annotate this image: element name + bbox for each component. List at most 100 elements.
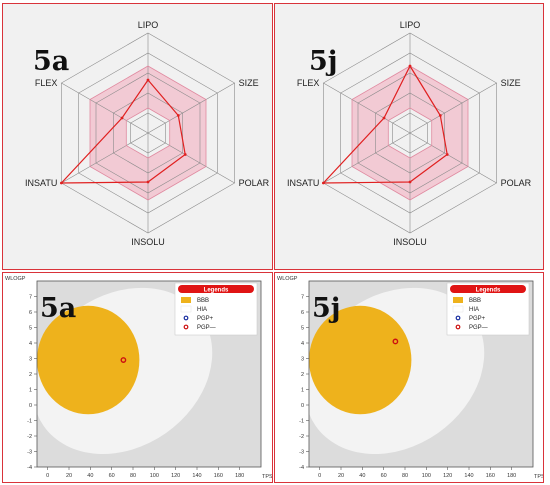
radar-spoke bbox=[323, 132, 411, 184]
x-axis-label: TPSA bbox=[534, 474, 544, 480]
profile-vertex bbox=[59, 181, 63, 185]
legend-swatch-hia bbox=[452, 305, 464, 313]
y-tick-label: -1 bbox=[299, 419, 304, 425]
x-tick-label: 100 bbox=[422, 473, 431, 479]
y-tick-label: 3 bbox=[301, 357, 304, 363]
molecule-point bbox=[120, 357, 127, 363]
legend-item-label: HIA bbox=[197, 307, 207, 313]
y-tick-label: 2 bbox=[301, 372, 304, 378]
boiled-egg-plot-5j: 0 20 40 60 80 100 120 140 160 180 -4 -3 -2 -1 0 1 2 3 4 5 6 7… bbox=[277, 276, 544, 480]
y-tick-label: 7 bbox=[301, 295, 304, 301]
y-tick-label: 4 bbox=[29, 341, 32, 347]
x-tick-label: 120 bbox=[443, 473, 452, 479]
legend-item-label: PGP+ bbox=[469, 316, 486, 322]
axis-label-insolu: INSOLU bbox=[131, 237, 165, 247]
y-tick-label: 2 bbox=[29, 372, 32, 378]
legend-title: Legends bbox=[476, 287, 501, 293]
optimal-range-inner-edge bbox=[387, 107, 433, 159]
x-tick-label: 160 bbox=[214, 473, 223, 479]
radar-spoke bbox=[147, 132, 235, 184]
x-tick-label: 40 bbox=[87, 473, 93, 479]
legend-item-label: PGP+ bbox=[197, 316, 214, 322]
bbb-region bbox=[37, 305, 140, 415]
profile-vertex bbox=[445, 153, 449, 156]
axis-label-flex: FLEX bbox=[35, 78, 58, 88]
legend-swatch-bbb bbox=[181, 297, 191, 303]
y-tick-label: 5 bbox=[29, 326, 32, 332]
axis-label-insolu: INSOLU bbox=[393, 237, 427, 247]
axis-label-polar: POLAR bbox=[239, 178, 270, 188]
y-tick-label: -1 bbox=[27, 419, 32, 425]
profile-vertex bbox=[321, 181, 325, 185]
legend-marker-pgp-minus bbox=[455, 324, 461, 330]
plot-content bbox=[309, 287, 485, 454]
axis-label-insatu: INSATU bbox=[25, 178, 57, 188]
x-tick-label: 120 bbox=[171, 473, 180, 479]
axis-label-size: SIZE bbox=[239, 78, 259, 88]
compound-label-5a: 5a bbox=[33, 46, 70, 77]
legend-item-label: BBB bbox=[469, 298, 481, 304]
profile-vertex bbox=[120, 116, 124, 120]
y-tick-label: -4 bbox=[299, 465, 304, 471]
profile-vertex bbox=[176, 114, 180, 117]
legend-header bbox=[450, 285, 526, 293]
x-tick-label: 60 bbox=[381, 473, 387, 479]
y-axis-label: WLOGP bbox=[5, 276, 26, 282]
compound-label-5a-plot: 5a bbox=[40, 293, 77, 324]
legend-item-label: BBB bbox=[197, 298, 209, 304]
x-tick-label: 0 bbox=[318, 473, 321, 479]
y-tick-label: 1 bbox=[301, 388, 304, 394]
boiled-egg-plot-5a: 0 20 40 60 80 100 120 140 160 180 -4 -3 -2 -1 0 1 2 3 4 5 6 7… bbox=[5, 276, 272, 480]
legend-item-label: PGP— bbox=[469, 325, 488, 331]
optimal-range-zone bbox=[352, 66, 468, 200]
x-tick-label: 20 bbox=[66, 473, 72, 479]
legend-swatch-hia bbox=[180, 305, 192, 313]
legend-item-label: HIA bbox=[469, 307, 479, 313]
x-tick-label: 140 bbox=[464, 473, 473, 479]
legend-marker-pgp-minus bbox=[183, 324, 189, 330]
axis-label-lipo: LIPO bbox=[138, 20, 159, 30]
legend-title: Legends bbox=[204, 287, 229, 293]
radar-panel-5j: LIPO SIZE POLAR INSOLU INSATU FLEX 5j bbox=[274, 3, 544, 270]
molecule-point bbox=[392, 338, 399, 345]
y-tick-label: -2 bbox=[27, 434, 32, 440]
x-tick-label: 0 bbox=[46, 473, 49, 479]
y-tick-label: 5 bbox=[301, 326, 304, 332]
radar-spoke bbox=[409, 132, 497, 184]
x-tick-label: 40 bbox=[359, 473, 365, 479]
y-tick-label: 1 bbox=[29, 388, 32, 394]
axis-label-insatu: INSATU bbox=[287, 178, 319, 188]
y-axis-label: WLOGP bbox=[277, 276, 298, 282]
optimal-range-outer-edge bbox=[89, 65, 207, 201]
profile-vertex bbox=[146, 180, 150, 184]
axis-label-flex: FLEX bbox=[297, 78, 320, 88]
boiled-egg-panel-5j: 0 20 40 60 80 100 120 140 160 180 -4 -3 -2 -1 0 1 2 3 4 5 6 7… bbox=[274, 272, 544, 483]
x-tick-label: 60 bbox=[109, 473, 115, 479]
profile-vertex bbox=[408, 64, 412, 68]
axis-label-polar: POLAR bbox=[501, 178, 532, 188]
x-tick-label: 100 bbox=[150, 473, 159, 479]
legend-swatch-bbb bbox=[453, 297, 463, 303]
y-tick-label: 0 bbox=[29, 403, 32, 409]
legend-item-label: PGP— bbox=[197, 325, 216, 331]
profile-vertex bbox=[382, 116, 386, 120]
x-tick-label: 80 bbox=[130, 473, 136, 479]
x-tick-label: 160 bbox=[486, 473, 495, 479]
optimal-range-inner-edge bbox=[125, 107, 171, 159]
axis-label-lipo: LIPO bbox=[400, 20, 421, 30]
radar-spoke bbox=[323, 82, 411, 134]
boiled-egg-panel-5a: 0 20 40 60 80 100 120 140 160 180 -4 -3 -2 -1 0 1 2 3 4 5 6 7… bbox=[2, 272, 273, 483]
legend-marker-pgp-plus bbox=[183, 315, 189, 321]
y-tick-label: -4 bbox=[27, 465, 32, 471]
plot-content bbox=[37, 287, 213, 454]
profile-vertex bbox=[438, 114, 442, 117]
axis-label-size: SIZE bbox=[501, 78, 521, 88]
y-tick-label: -3 bbox=[27, 450, 32, 456]
radar-spoke bbox=[409, 82, 497, 134]
y-tick-label: 6 bbox=[301, 310, 304, 316]
optimal-range-outer-edge bbox=[351, 65, 469, 201]
x-tick-label: 180 bbox=[235, 473, 244, 479]
radar-spoke bbox=[147, 82, 235, 134]
compound-label-5j-plot: 5j bbox=[312, 293, 341, 324]
legend-header bbox=[178, 285, 254, 293]
